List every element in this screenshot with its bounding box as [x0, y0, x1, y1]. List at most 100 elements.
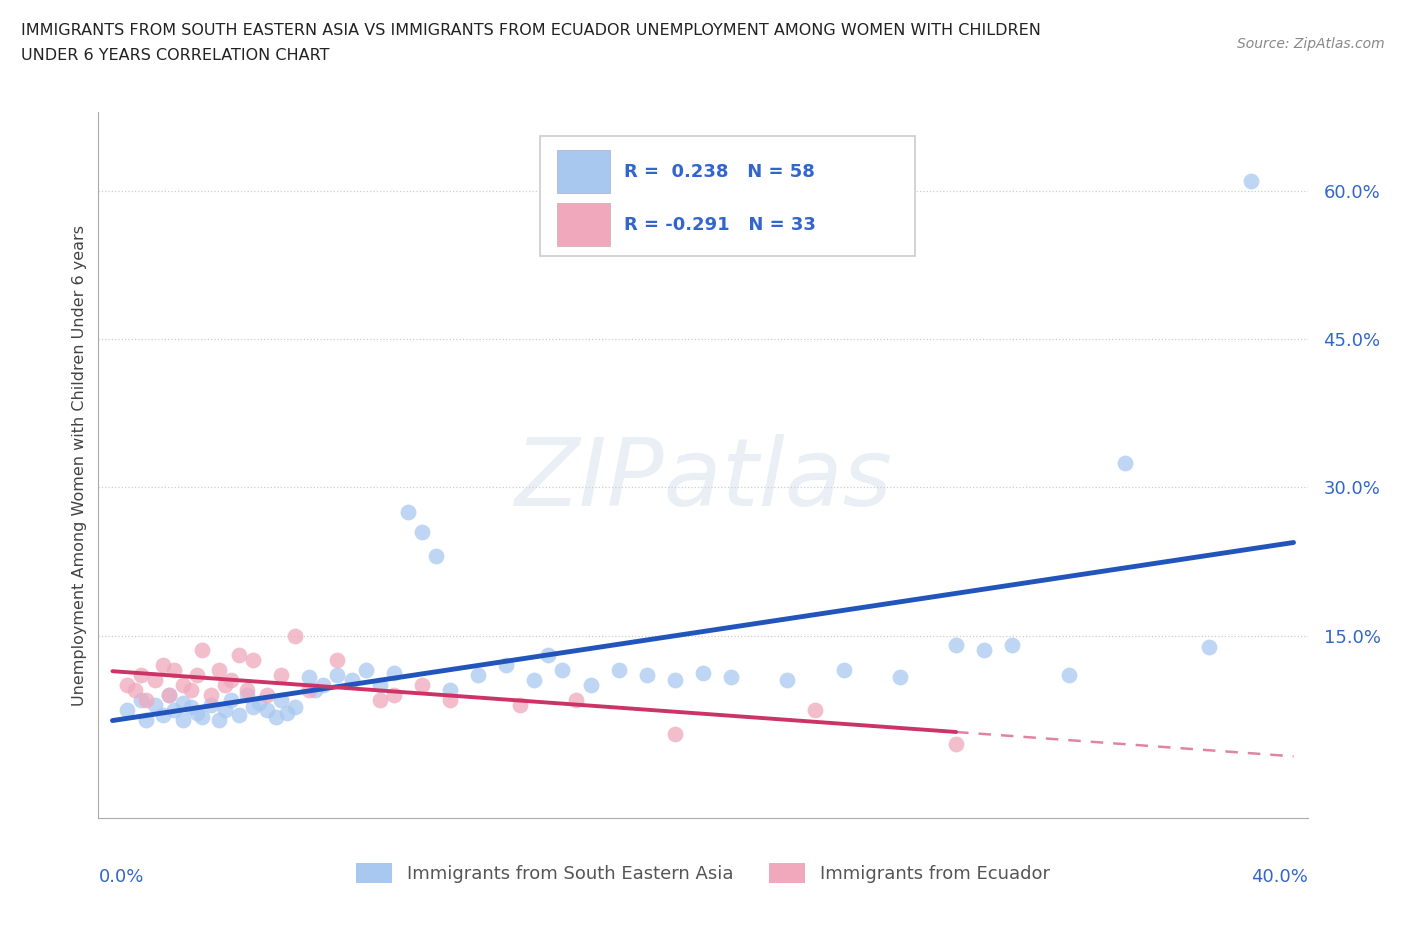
- Point: [242, 653, 264, 668]
- Point: [276, 705, 298, 720]
- Point: [509, 698, 531, 712]
- Point: [208, 663, 231, 678]
- Point: [270, 692, 292, 707]
- Point: [115, 678, 138, 693]
- Point: [326, 653, 349, 668]
- Legend: Immigrants from South Eastern Asia, Immigrants from Ecuador: Immigrants from South Eastern Asia, Immi…: [349, 856, 1057, 891]
- Point: [565, 692, 588, 707]
- Text: Source: ZipAtlas.com: Source: ZipAtlas.com: [1237, 37, 1385, 51]
- Point: [411, 678, 433, 693]
- Point: [214, 702, 236, 717]
- Point: [236, 683, 259, 698]
- Point: [720, 670, 742, 684]
- Point: [228, 707, 250, 722]
- Point: [368, 678, 391, 693]
- Y-axis label: Unemployment Among Women with Children Under 6 years: Unemployment Among Women with Children U…: [72, 224, 87, 706]
- Point: [200, 698, 222, 712]
- Point: [636, 668, 658, 683]
- Point: [889, 670, 911, 684]
- Point: [692, 666, 714, 681]
- Point: [298, 670, 321, 684]
- Point: [439, 683, 461, 698]
- Text: IMMIGRANTS FROM SOUTH EASTERN ASIA VS IMMIGRANTS FROM ECUADOR UNEMPLOYMENT AMONG: IMMIGRANTS FROM SOUTH EASTERN ASIA VS IM…: [21, 23, 1040, 38]
- Point: [439, 692, 461, 707]
- Point: [115, 702, 138, 717]
- Point: [396, 504, 419, 519]
- Point: [579, 678, 602, 693]
- Point: [312, 678, 335, 693]
- Point: [1114, 455, 1136, 470]
- Point: [326, 668, 349, 683]
- Text: UNDER 6 YEARS CORRELATION CHART: UNDER 6 YEARS CORRELATION CHART: [21, 48, 329, 63]
- Point: [200, 687, 222, 702]
- Point: [832, 663, 855, 678]
- Point: [172, 696, 194, 711]
- Point: [537, 648, 560, 663]
- Point: [368, 692, 391, 707]
- Point: [664, 672, 686, 687]
- Text: 0.0%: 0.0%: [98, 868, 143, 886]
- Point: [298, 683, 321, 698]
- Text: ZIPatlas: ZIPatlas: [515, 433, 891, 525]
- Point: [411, 525, 433, 539]
- Point: [219, 692, 242, 707]
- Point: [236, 687, 259, 702]
- Text: R =  0.238   N = 58: R = 0.238 N = 58: [624, 163, 815, 180]
- Point: [945, 737, 967, 751]
- Point: [172, 678, 194, 693]
- Point: [163, 702, 186, 717]
- Point: [180, 699, 202, 714]
- Point: [152, 707, 174, 722]
- Point: [1057, 668, 1080, 683]
- Point: [191, 710, 214, 724]
- Point: [163, 663, 186, 678]
- Point: [804, 702, 827, 717]
- Point: [180, 683, 202, 698]
- Point: [135, 692, 157, 707]
- Point: [256, 687, 278, 702]
- Point: [304, 683, 326, 698]
- Point: [664, 727, 686, 742]
- Point: [186, 705, 208, 720]
- Point: [973, 643, 995, 658]
- FancyBboxPatch shape: [557, 203, 610, 246]
- FancyBboxPatch shape: [540, 137, 915, 257]
- Point: [214, 678, 236, 693]
- Point: [129, 692, 152, 707]
- Point: [284, 699, 307, 714]
- Point: [382, 687, 405, 702]
- Point: [172, 712, 194, 727]
- Point: [143, 672, 166, 687]
- Point: [523, 672, 546, 687]
- Point: [340, 672, 363, 687]
- Point: [124, 683, 146, 698]
- Text: 40.0%: 40.0%: [1251, 868, 1308, 886]
- Point: [256, 702, 278, 717]
- Point: [186, 668, 208, 683]
- Point: [495, 658, 517, 672]
- Point: [264, 710, 287, 724]
- Point: [1240, 173, 1263, 188]
- Text: R = -0.291   N = 33: R = -0.291 N = 33: [624, 216, 817, 233]
- Point: [270, 668, 292, 683]
- Point: [1198, 640, 1220, 655]
- Point: [551, 663, 574, 678]
- Point: [776, 672, 799, 687]
- Point: [247, 696, 270, 711]
- Point: [1001, 638, 1024, 653]
- Point: [157, 687, 180, 702]
- Point: [242, 699, 264, 714]
- Point: [191, 643, 214, 658]
- Point: [425, 549, 447, 564]
- Point: [607, 663, 630, 678]
- Point: [143, 698, 166, 712]
- Point: [228, 648, 250, 663]
- Point: [284, 628, 307, 643]
- Point: [354, 663, 377, 678]
- Point: [219, 672, 242, 687]
- Point: [135, 712, 157, 727]
- FancyBboxPatch shape: [557, 150, 610, 193]
- Point: [157, 687, 180, 702]
- Point: [382, 666, 405, 681]
- Point: [467, 668, 489, 683]
